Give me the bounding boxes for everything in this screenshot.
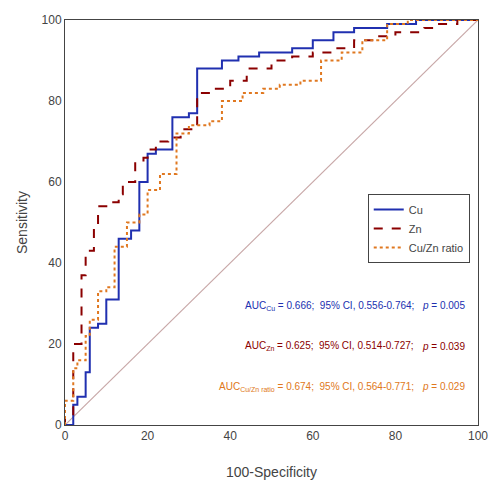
svg-text:AUC​Zn​ = 0.625; 95% CI, 0.51: AUC​Zn​ = 0.625; 95% CI, 0.514-0.727;: [245, 340, 414, 352]
svg-text:80: 80: [389, 429, 403, 443]
svg-text:100-Specificity: 100-Specificity: [226, 464, 317, 480]
svg-text:p = 0.029: p = 0.029: [422, 381, 465, 392]
svg-text:60: 60: [306, 429, 320, 443]
svg-text:20: 20: [48, 337, 62, 351]
svg-text:40: 40: [224, 429, 238, 443]
svg-text:Zn: Zn: [409, 223, 422, 235]
svg-text:0: 0: [55, 418, 62, 432]
svg-text:40: 40: [48, 256, 62, 270]
svg-text:20: 20: [141, 429, 155, 443]
svg-text:80: 80: [48, 94, 62, 108]
svg-text:AUC​Cu​ = 0.666; 95% CI, 0.55: AUC​Cu​ = 0.666; 95% CI, 0.556-0.764;: [245, 300, 414, 312]
svg-text:0: 0: [62, 429, 69, 443]
svg-text:Cu/Zn ratio: Cu/Zn ratio: [409, 242, 463, 254]
svg-text:p = 0.005: p = 0.005: [422, 300, 465, 311]
svg-text:100: 100: [468, 429, 488, 443]
svg-text:Sensitivity: Sensitivity: [14, 191, 30, 254]
svg-text:AUC​Cu/Zn ratio​ = 0.674; 95%: AUC​Cu/Zn ratio​ = 0.674; 95% CI, 0.564-…: [219, 381, 414, 393]
svg-text:60: 60: [48, 175, 62, 189]
svg-text:p = 0.039: p = 0.039: [422, 341, 465, 352]
svg-text:100: 100: [42, 13, 62, 27]
svg-text:Cu: Cu: [409, 204, 423, 216]
